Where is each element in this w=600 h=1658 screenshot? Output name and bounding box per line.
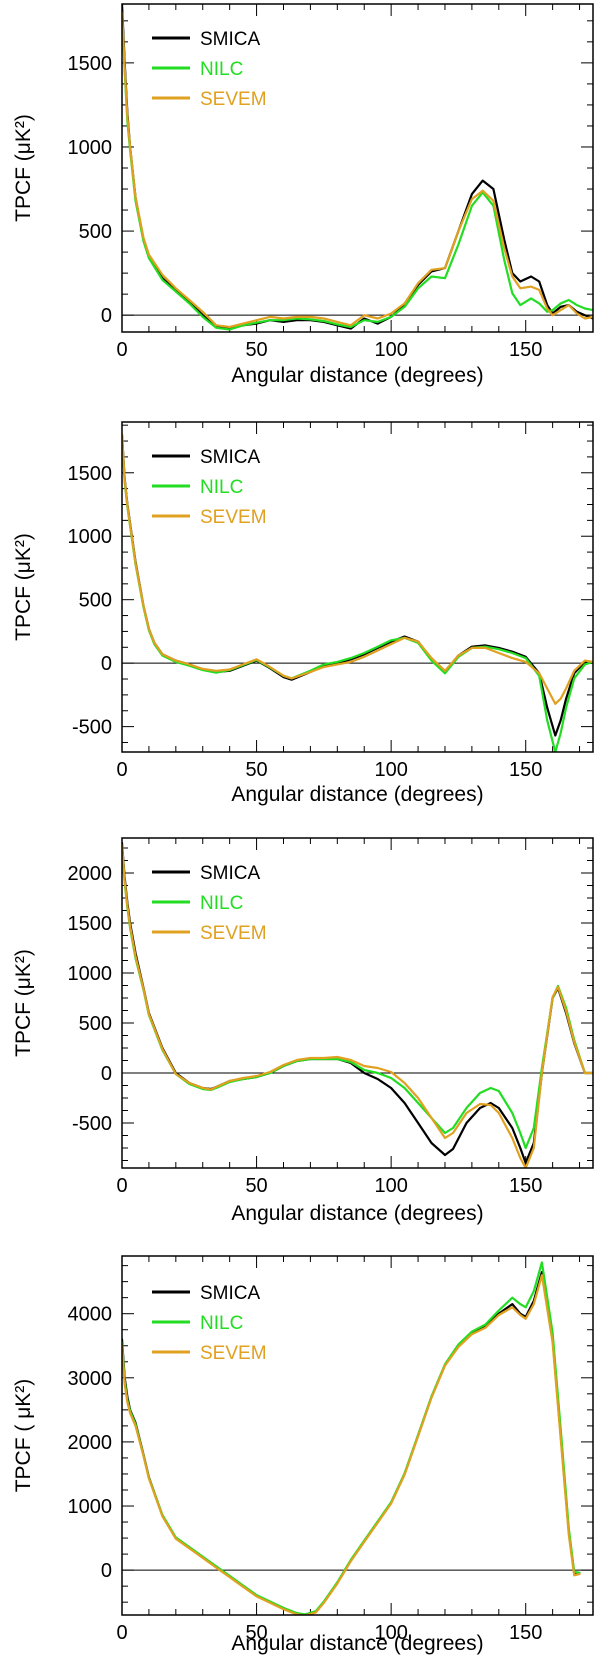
legend-label-nilc: NILC xyxy=(200,893,243,914)
x-tick-label: 50 xyxy=(245,759,267,781)
y-tick-label: 2000 xyxy=(68,1432,113,1454)
y-tick-label: 4000 xyxy=(68,1304,113,1326)
legend-label-smica: SMICA xyxy=(200,1283,261,1304)
x-axis-label: Angular distance (degrees) xyxy=(231,783,483,806)
y-tick-label: 0 xyxy=(101,653,112,675)
x-tick-label: 100 xyxy=(374,1622,407,1644)
panel-2: 0 50 100 150-500050010001500SMICANILCSEVEMA… xyxy=(12,421,594,806)
y-axis-label: TPCF (μK²) xyxy=(12,949,35,1057)
legend-label-smica: SMICA xyxy=(200,447,261,468)
series-group xyxy=(122,841,593,1168)
legend-label-sevem: SEVEM xyxy=(200,507,267,528)
y-tick-label: 0 xyxy=(101,305,112,327)
series-line-sevem xyxy=(122,1274,581,1615)
legend-label-sevem: SEVEM xyxy=(200,923,267,944)
x-tick-label: 150 xyxy=(509,339,542,361)
panel-4: 0 50 100 150 0 1000 2000 3000 4000 SMICA NILC SEVEM… xyxy=(12,1255,594,1655)
plot-frame xyxy=(121,1255,594,1616)
y-tick-label: 500 xyxy=(79,590,112,612)
y-axis-label: TPCF (μK²) xyxy=(12,533,35,641)
x-tick-label: 100 xyxy=(374,1175,407,1197)
y-tick-label: -500 xyxy=(72,717,112,739)
y-tick-label: 0 xyxy=(101,1063,112,1085)
panel-3: 0 50 100 150 -500 0 500 1000 1500 2000 SMICA NILC SE… xyxy=(12,837,594,1225)
x-axis-label: Angular distance (degrees) xyxy=(231,1632,483,1655)
y-tick-label: 1500 xyxy=(68,463,113,485)
series-line-nilc xyxy=(122,11,593,331)
y-tick-label: 500 xyxy=(79,1013,112,1035)
y-tick-label: 1000 xyxy=(68,526,113,548)
x-tick-label: 100 xyxy=(374,339,407,361)
legend-label-smica: SMICA xyxy=(200,863,261,884)
series-line-smica xyxy=(122,841,593,1165)
x-axis-label: Angular distance (degrees) xyxy=(231,364,483,387)
series-group xyxy=(122,433,593,752)
y-tick-label: 3000 xyxy=(68,1368,113,1390)
x-tick-label: 50 xyxy=(245,1175,267,1197)
y-tick-label: 1000 xyxy=(68,1496,113,1518)
series-line-smica xyxy=(122,1270,581,1615)
series-line-smica xyxy=(122,4,593,330)
series-group xyxy=(122,1261,581,1615)
legend-label-smica: SMICA xyxy=(200,29,261,50)
y-tick-label: -500 xyxy=(72,1113,112,1135)
y-tick-label: 1000 xyxy=(68,137,113,159)
x-tick-label: 150 xyxy=(509,1622,542,1644)
y-tick-label: 1500 xyxy=(68,913,113,935)
x-axis-label: Angular distance (degrees) xyxy=(231,1202,483,1225)
series-line-sevem xyxy=(122,843,593,1168)
series-line-nilc xyxy=(122,436,593,752)
legend-label-nilc: NILC xyxy=(200,1313,243,1334)
x-tick-label: 0 xyxy=(116,759,127,781)
legend-label-nilc: NILC xyxy=(200,59,243,80)
x-tick-label: 50 xyxy=(245,1622,267,1644)
x-tick-label: 0 xyxy=(116,339,127,361)
series-line-sevem xyxy=(122,433,593,705)
series-line-nilc xyxy=(122,846,593,1150)
y-tick-label: 500 xyxy=(79,221,112,243)
y-axis-label: TPCF ( μK²) xyxy=(12,1379,35,1493)
series-line-smica xyxy=(122,433,593,737)
x-tick-label: 100 xyxy=(374,759,407,781)
x-tick-label: 150 xyxy=(509,759,542,781)
x-tick-label: 0 xyxy=(116,1175,127,1197)
x-tick-label: 50 xyxy=(245,339,267,361)
y-tick-label: 2000 xyxy=(68,863,113,885)
x-tick-label: 150 xyxy=(509,1175,542,1197)
panel-1: 0 50 100 150050010001500SMICANILCSEVEMAngul… xyxy=(12,3,594,387)
y-axis-label: TPCF (μK²) xyxy=(12,114,35,222)
plot-frame xyxy=(121,3,594,333)
y-tick-label: 0 xyxy=(101,1560,112,1582)
series-line-sevem xyxy=(122,11,593,329)
plot-frame xyxy=(121,421,594,753)
legend-label-sevem: SEVEM xyxy=(200,89,267,110)
plot-frame xyxy=(121,837,594,1169)
y-tick-label: 1000 xyxy=(68,963,113,985)
y-tick-label: 1500 xyxy=(68,53,113,75)
x-tick-label: 0 xyxy=(116,1622,127,1644)
legend-label-nilc: NILC xyxy=(200,477,243,498)
legend-label-sevem: SEVEM xyxy=(200,1343,267,1364)
series-group xyxy=(122,4,593,331)
